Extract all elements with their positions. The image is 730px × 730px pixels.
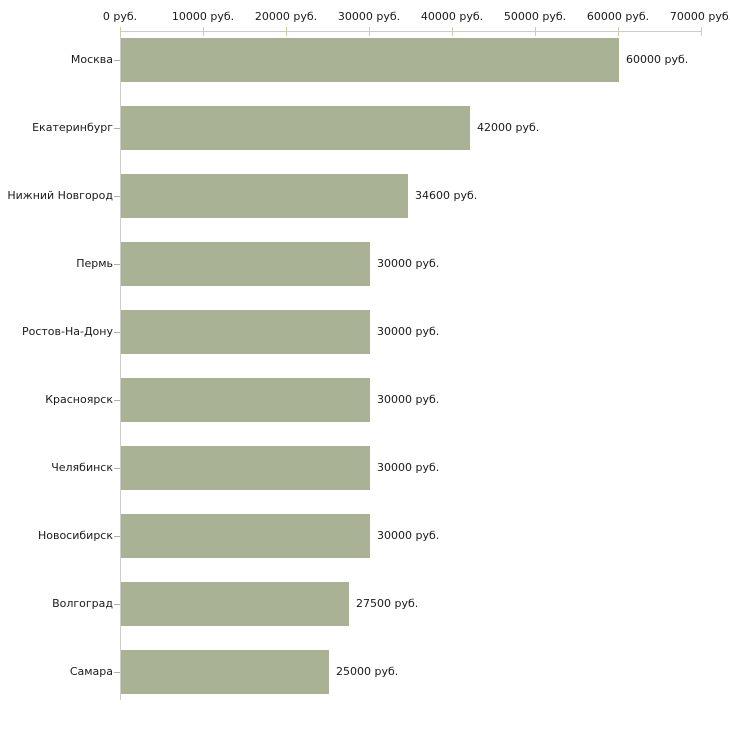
value-label: 42000 руб. — [477, 121, 540, 134]
x-axis-tick — [369, 27, 370, 36]
bar — [121, 378, 370, 422]
bar — [121, 106, 470, 150]
y-axis-tick — [114, 332, 120, 333]
y-axis-tick — [114, 60, 120, 61]
x-axis-tick — [286, 27, 287, 36]
value-label: 30000 руб. — [377, 393, 440, 406]
category-label: Нижний Новгород — [7, 189, 113, 202]
x-axis-tick-label: 70000 руб. — [669, 10, 730, 23]
y-axis-tick — [114, 604, 120, 605]
y-axis-tick — [114, 264, 120, 265]
y-axis-line — [120, 31, 121, 700]
category-label: Екатеринбург — [32, 121, 113, 134]
x-axis-tick — [701, 27, 702, 36]
category-label: Самара — [69, 665, 113, 678]
bar — [121, 446, 370, 490]
x-axis-tick-label: 10000 руб. — [171, 10, 235, 23]
x-axis-tick — [120, 27, 121, 36]
x-axis-tick — [203, 27, 204, 36]
y-axis-tick — [114, 128, 120, 129]
y-axis-tick — [114, 672, 120, 673]
value-label: 34600 руб. — [415, 189, 478, 202]
y-axis-tick — [114, 468, 120, 469]
value-label: 27500 руб. — [356, 597, 419, 610]
category-label: Новосибирск — [37, 529, 113, 542]
value-label: 30000 руб. — [377, 529, 440, 542]
category-label: Красноярск — [45, 393, 113, 406]
x-axis-tick-label: 20000 руб. — [254, 10, 318, 23]
x-axis-tick — [535, 27, 536, 36]
value-label: 30000 руб. — [377, 461, 440, 474]
bar — [121, 242, 370, 286]
category-label: Челябинск — [51, 461, 113, 474]
bar — [121, 38, 619, 82]
bar — [121, 310, 370, 354]
x-axis-tick-label: 0 руб. — [102, 10, 138, 23]
x-axis-tick-label: 60000 руб. — [586, 10, 650, 23]
x-axis-tick — [452, 27, 453, 36]
value-label: 25000 руб. — [336, 665, 399, 678]
x-axis-tick-label: 50000 руб. — [503, 10, 567, 23]
x-axis-tick-label: 40000 руб. — [420, 10, 484, 23]
y-axis-tick — [114, 400, 120, 401]
bar — [121, 174, 408, 218]
bar — [121, 650, 329, 694]
value-label: 30000 руб. — [377, 257, 440, 270]
category-label: Волгоград — [52, 597, 113, 610]
y-axis-tick — [114, 196, 120, 197]
bar — [121, 582, 349, 626]
y-axis-tick — [114, 536, 120, 537]
x-axis-line — [120, 31, 702, 32]
value-label: 60000 руб. — [626, 53, 689, 66]
bar — [121, 514, 370, 558]
value-label: 30000 руб. — [377, 325, 440, 338]
category-label: Ростов-На-Дону — [21, 325, 113, 338]
category-label: Пермь — [76, 257, 113, 270]
x-axis-tick — [618, 27, 619, 36]
x-axis-tick-label: 30000 руб. — [337, 10, 401, 23]
category-label: Москва — [70, 53, 113, 66]
